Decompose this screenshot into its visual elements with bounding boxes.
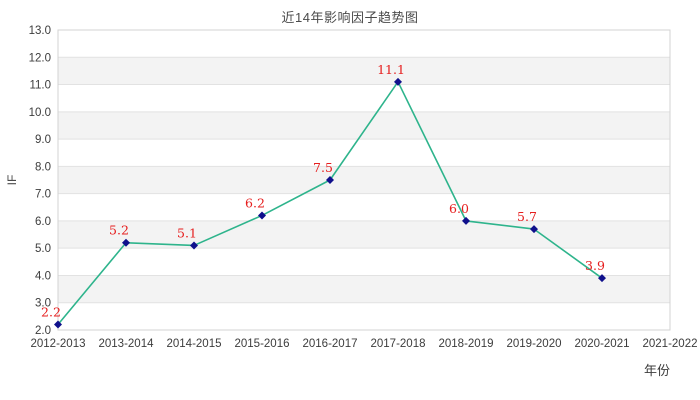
x-tick-label: 2014-2015 [167,338,222,350]
data-point [530,225,538,234]
grid-band [58,193,670,221]
y-tick-label: 5.0 [35,243,51,255]
data-point-label: 2.2 [41,305,61,320]
x-tick-label: 2013-2014 [99,338,155,350]
data-point-label: 5.2 [109,223,129,238]
y-tick-label: 9.0 [35,134,51,146]
x-tick-label: 2020-2021 [575,338,630,350]
data-point [190,241,198,250]
y-tick-label: 8.0 [35,161,51,173]
grid-band [58,111,670,140]
y-tick-label: 12.0 [29,52,51,64]
y-tick-label: 4.0 [35,270,51,282]
data-point-label: 5.1 [177,225,197,240]
grid-band [58,166,670,194]
data-point-label: 7.5 [313,160,333,175]
data-point [54,320,62,329]
data-point-label: 6.0 [449,201,469,216]
x-tick-label: 2019-2020 [507,338,562,350]
x-axis-title: 年份 [644,363,670,378]
plot-generated-content: 2.0 3.0 4.0 5.0 6.0 7.0 8.0 9.0 10.0 11.0 12.0 13.0… [29,25,698,350]
y-tick-label: 3.0 [35,298,51,310]
y-tick-label: 13.0 [29,25,51,37]
grid-band [58,84,670,112]
x-tick-label: 2012-2013 [31,338,86,350]
grid-band [58,30,670,58]
y-tick-label: 11.0 [29,80,51,92]
data-point-label: 5.7 [517,209,537,224]
grid-band [58,57,670,85]
y-tick-label: 2.0 [35,325,51,337]
data-point-label: 6.2 [245,195,265,210]
y-tick-label: 7.0 [35,189,51,201]
x-tick-label: 2018-2019 [439,338,494,350]
data-point [598,274,606,283]
data-point [326,176,334,184]
grid-band [58,139,670,167]
y-tick-label: 6.0 [35,216,51,228]
grid-band [58,302,670,330]
x-tick-label: 2021-2022 [643,338,698,350]
grid-band [58,275,670,303]
y-axis-title: IF [5,175,19,186]
x-tick-label: 2017-2018 [371,338,426,350]
data-point [122,238,130,247]
chart-title: 近14年影响因子趋势图 [281,10,419,25]
x-tick-label: 2015-2016 [235,338,290,350]
data-point [394,77,402,86]
data-point [462,216,470,225]
plot-border [57,29,671,331]
data-point [258,211,266,220]
x-tick-label: 2016-2017 [303,338,358,350]
y-tick-label: 10.0 [29,107,51,119]
data-point-label: 11.1 [377,62,405,77]
data-point-label: 3.9 [585,258,605,273]
